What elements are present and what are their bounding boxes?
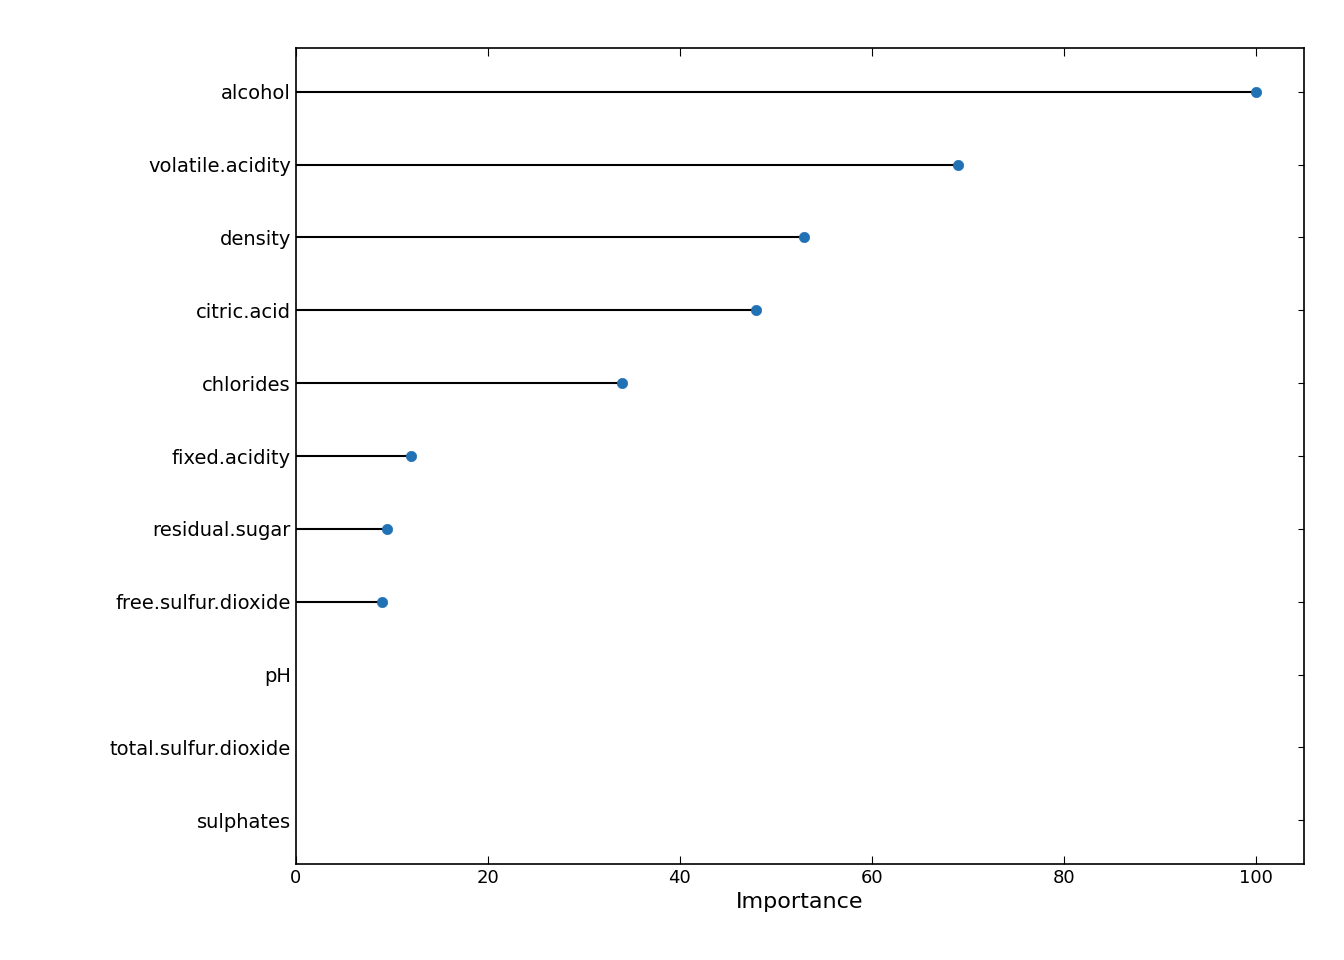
X-axis label: Importance: Importance xyxy=(737,893,863,912)
Point xyxy=(1245,84,1266,100)
Point xyxy=(401,448,422,464)
Point xyxy=(746,302,767,318)
Point xyxy=(612,375,633,391)
Point xyxy=(371,594,392,610)
Point xyxy=(376,521,398,537)
Point xyxy=(794,229,816,245)
Point xyxy=(948,156,969,172)
